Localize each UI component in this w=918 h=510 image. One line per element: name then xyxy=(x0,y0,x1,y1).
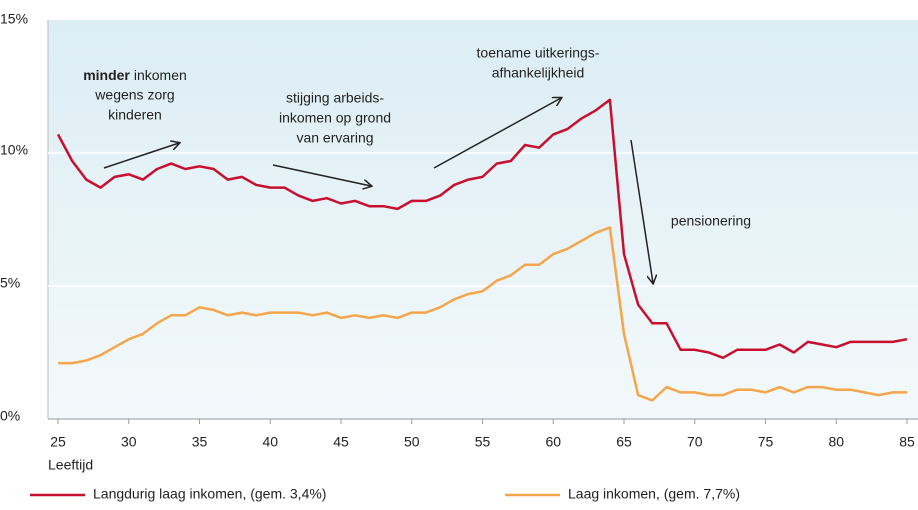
x-tick-label: 65 xyxy=(616,434,632,450)
y-tick-label: 5% xyxy=(0,275,20,291)
plot-background xyxy=(48,20,918,419)
x-tick-label: 25 xyxy=(50,434,66,450)
arrow xyxy=(433,98,561,169)
annotation-text: inkomen xyxy=(134,67,187,83)
x-tick-label: 40 xyxy=(262,434,278,450)
x-tick-label: 80 xyxy=(828,434,844,450)
x-tick-label: 45 xyxy=(333,434,349,450)
arrow xyxy=(630,139,653,283)
y-tick-label: 15% xyxy=(0,11,28,27)
annotation: pensionering xyxy=(671,213,751,229)
annotation: van ervaring xyxy=(296,130,373,146)
annotation: stijging arbeids- xyxy=(286,90,384,106)
annotation: inkomen op grond xyxy=(279,110,391,126)
arrow xyxy=(103,143,179,169)
x-tick-label: 75 xyxy=(758,434,774,450)
x-tick-label: 85 xyxy=(899,434,915,450)
x-tick-label: 60 xyxy=(545,434,561,450)
annotation: kinderen xyxy=(108,107,162,123)
annotation: afhankelijkheid xyxy=(492,65,585,81)
x-axis-label: Leeftijd xyxy=(48,457,93,473)
x-tick-label: 70 xyxy=(687,434,703,450)
series-line xyxy=(56,98,908,360)
legend-label: Langdurig laag inkomen, (gem. 3,4%) xyxy=(93,486,326,502)
legend-label: Laag inkomen, (gem. 7,7%) xyxy=(568,486,740,502)
annotation: minder inkomen xyxy=(83,67,187,83)
y-tick-label: 0% xyxy=(0,408,20,424)
x-tick-label: 30 xyxy=(121,434,137,450)
y-tick-label: 10% xyxy=(0,142,28,158)
annotation: wegens zorg xyxy=(94,87,174,103)
x-tick-label: 55 xyxy=(475,434,491,450)
annotation-emphasis: minder xyxy=(83,67,130,83)
series-line xyxy=(58,226,907,402)
arrow xyxy=(272,164,371,186)
annotation: toename uitkerings- xyxy=(477,45,600,61)
x-tick-label: 35 xyxy=(192,434,208,450)
x-tick-label: 50 xyxy=(404,434,420,450)
